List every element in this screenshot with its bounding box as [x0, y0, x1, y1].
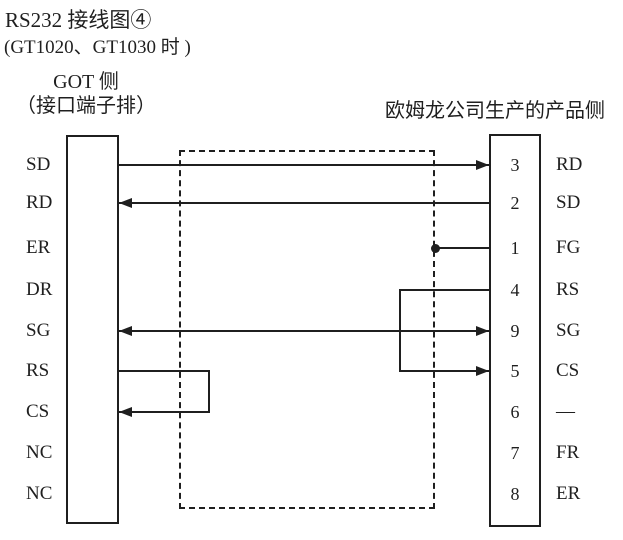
got-side-title: GOT 侧	[53, 71, 119, 93]
got-pin-rd: RD	[26, 192, 53, 213]
product-pin-number-7: 7	[510, 443, 520, 463]
product-connector-block	[489, 134, 541, 527]
got-terminal-block	[66, 135, 119, 524]
product-pin-number-1: 1	[510, 238, 520, 258]
product-side-header: 欧姆龙公司生产的产品侧	[385, 100, 605, 122]
wire-sg-to-pin9	[119, 330, 489, 332]
got-pin-rs: RS	[26, 360, 50, 381]
product-pin-number-5: 5	[510, 361, 520, 381]
product-pin-label-sg: SG	[556, 320, 581, 341]
product-pin-number-6: 6	[510, 402, 520, 422]
product-pin-number-8: 8	[510, 484, 520, 504]
wire-into-got-cs	[119, 411, 210, 413]
product-pin-number-2: 2	[510, 193, 520, 213]
product-pin-label-fg: FG	[556, 237, 581, 258]
product-pin-label-fr: FR	[556, 442, 580, 463]
got-side-subtitle: （接口端子排）	[16, 95, 156, 117]
wire-into-pin5	[400, 370, 489, 372]
cable-shield-dashed-box	[179, 150, 435, 509]
arrowhead-into-pin3	[476, 160, 489, 170]
arrowhead-into-got-sg	[119, 326, 132, 336]
wire-pin2-to-rd	[119, 202, 489, 204]
got-pin-dr: DR	[26, 279, 53, 300]
got-pin-er: ER	[26, 237, 51, 258]
product-pin-label-er: ER	[556, 483, 581, 504]
got-pin-sd: SD	[26, 154, 51, 175]
diagram-subtitle: (GT1020、GT1030 时 )	[4, 37, 191, 58]
got-pin-sg: SG	[26, 320, 51, 341]
product-pin-label-rd: RD	[556, 154, 583, 175]
wire-pin1-fg-to-shield	[435, 247, 489, 249]
wire-rs-cs-vertical	[208, 370, 210, 413]
product-pin-number-9: 9	[510, 321, 520, 341]
product-pin-label-sd: SD	[556, 192, 581, 213]
arrowhead-into-pin5	[476, 366, 489, 376]
got-pin-nc-1: NC	[26, 442, 53, 463]
arrowhead-into-got-cs	[119, 407, 132, 417]
product-pin-number-4: 4	[510, 280, 520, 300]
arrowhead-into-pin9	[476, 326, 489, 336]
fg-shield-junction-dot	[431, 244, 440, 253]
product-pin-label-rs: RS	[556, 279, 580, 300]
wire-rs-stub	[119, 370, 210, 372]
got-side-header: GOT 侧（接口端子排）	[0, 70, 172, 118]
got-pin-nc-2: NC	[26, 483, 53, 504]
product-pin-number-3: 3	[510, 155, 520, 175]
wire-sd-to-pin3	[119, 164, 489, 166]
product-pin-label-cs: CS	[556, 360, 580, 381]
arrowhead-into-got-rd	[119, 198, 132, 208]
product-pin-label-none: —	[556, 401, 575, 422]
wire-pin4-stub	[400, 289, 489, 291]
diagram-title: RS232 接线图④	[5, 8, 152, 32]
got-pin-cs: CS	[26, 401, 50, 422]
